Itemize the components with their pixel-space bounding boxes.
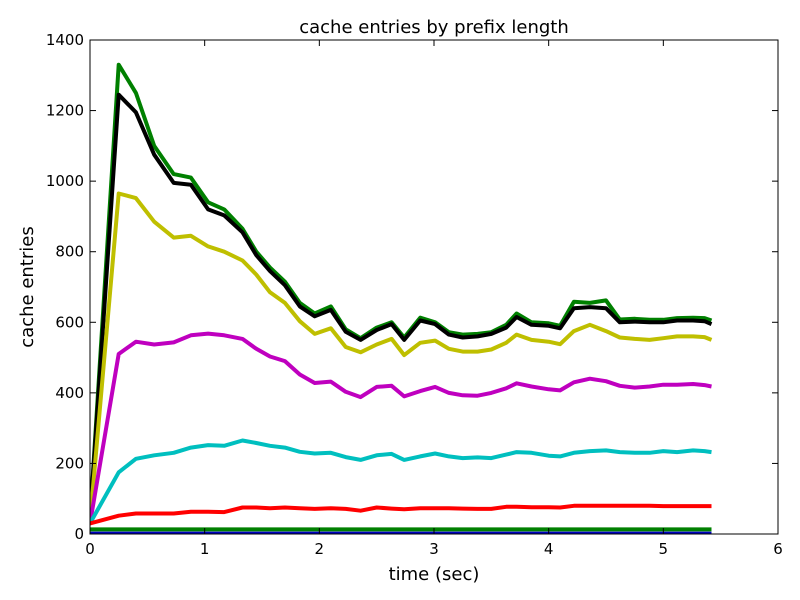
x-tick-label: 4	[544, 540, 554, 558]
series-line-4	[90, 331, 712, 524]
y-tick-label: 0	[74, 525, 84, 543]
y-tick-label: 1000	[46, 172, 84, 190]
x-tick-label: 5	[659, 540, 669, 558]
y-tick-label: 800	[55, 243, 84, 261]
tick-layer: 0 1 2 3 4 5 6 0 200 400 600 800 1000 1200 1400	[46, 31, 783, 558]
y-axis-label: cache entries	[17, 226, 38, 347]
series-line-6	[90, 503, 712, 526]
y-tick-label: 1200	[46, 102, 84, 120]
x-tick-label: 3	[429, 540, 439, 558]
series-line-3	[90, 191, 713, 522]
series-line-5	[90, 438, 712, 525]
x-tick-label: 1	[200, 540, 210, 558]
x-tick-label: 0	[85, 540, 95, 558]
y-tick-label: 200	[55, 454, 84, 472]
x-axis-label: time (sec)	[389, 564, 480, 585]
y-tick-label: 400	[55, 384, 84, 402]
x-tick-label: 2	[315, 540, 325, 558]
y-tick-label: 1400	[46, 31, 84, 49]
x-tick-label: 6	[773, 540, 783, 558]
chart-title: cache entries by prefix length	[299, 17, 569, 38]
series-line-1	[90, 62, 713, 521]
series-line-2	[90, 92, 713, 521]
y-tick-label: 600	[55, 313, 84, 331]
